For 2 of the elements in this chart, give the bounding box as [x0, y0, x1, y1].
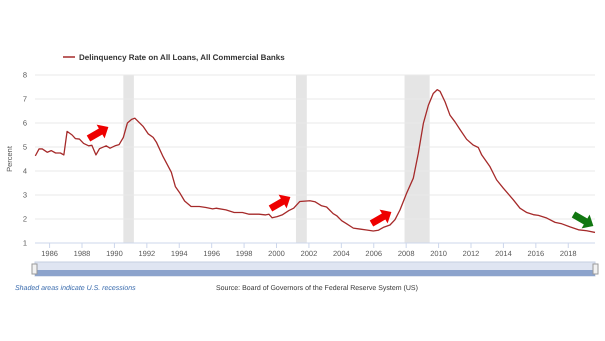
line-series: [34, 88, 596, 234]
legend-label: Delinquency Rate on All Loans, All Commercial Banks: [79, 53, 286, 62]
